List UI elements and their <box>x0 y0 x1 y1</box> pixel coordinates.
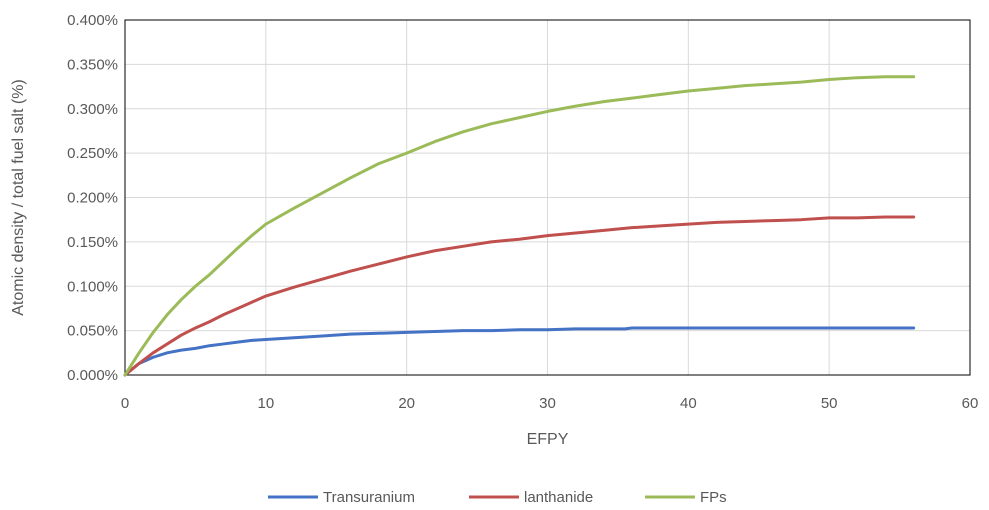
y-tick-label: 0.050% <box>67 323 118 340</box>
y-tick-label: 0.300% <box>67 101 118 118</box>
legend-label: FPs <box>700 489 727 506</box>
y-tick-label: 0.100% <box>67 278 118 295</box>
y-tick-label: 0.250% <box>67 145 118 162</box>
y-tick-label: 0.200% <box>67 190 118 207</box>
x-tick-label: 40 <box>680 395 697 412</box>
y-tick-label: 0.150% <box>67 234 118 251</box>
x-tick-label: 30 <box>539 395 556 412</box>
series-layer <box>123 75 916 377</box>
grid <box>125 20 970 375</box>
y-axis-title: Atomic density / total fuel salt (%) <box>10 79 27 316</box>
series-line-transuranium <box>123 326 916 377</box>
x-tick-label: 0 <box>121 395 129 412</box>
y-axis-ticks: 0.000% 0.050% 0.100% 0.150% 0.200% 0.250% 0.30… <box>67 12 118 384</box>
plot-area-frame <box>124 19 971 376</box>
legend: Transuranium lanthanide FPs <box>268 489 727 506</box>
y-tick-label: 0.400% <box>67 12 118 29</box>
legend-label: Transuranium <box>323 489 415 506</box>
legend-label: lanthanide <box>524 489 593 506</box>
x-tick-label: 20 <box>398 395 415 412</box>
y-tick-label: 0.000% <box>67 367 118 384</box>
y-tick-label: 0.350% <box>67 56 118 73</box>
x-tick-label: 10 <box>257 395 274 412</box>
series-line-lanthanide <box>123 215 916 377</box>
x-axis-ticks: 0 10 20 30 40 50 60 <box>121 395 979 412</box>
series-line-fps <box>123 75 916 377</box>
x-tick-label: 50 <box>821 395 838 412</box>
x-axis-title: EFPY <box>527 431 569 448</box>
x-tick-label: 60 <box>962 395 979 412</box>
